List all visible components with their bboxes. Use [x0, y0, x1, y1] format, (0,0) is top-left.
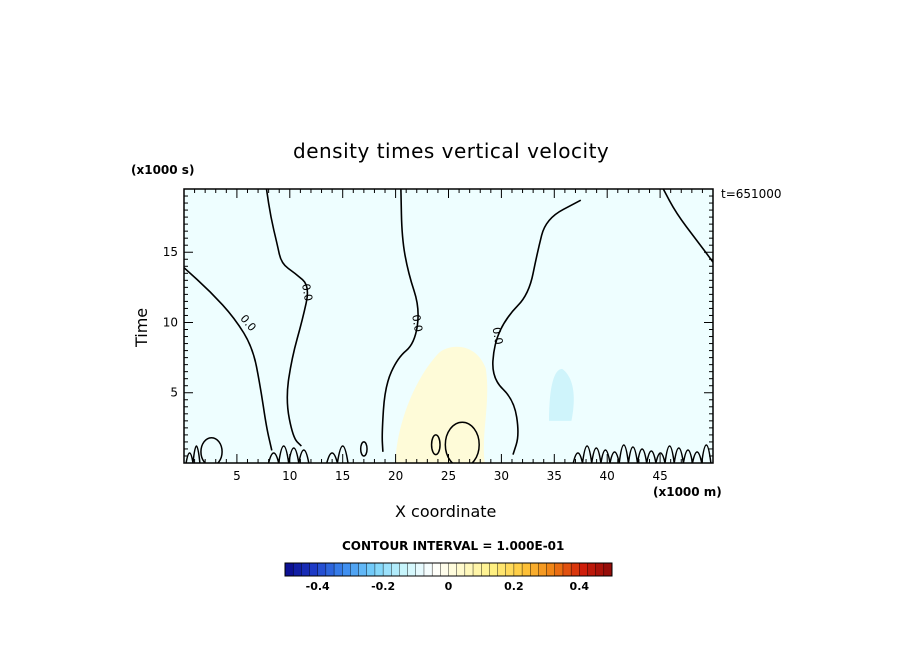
small-scale-contour — [267, 445, 310, 463]
colorbar-cell — [284, 562, 294, 577]
contour-label: 0.0 — [490, 326, 506, 345]
x-tick-label: 45 — [652, 469, 667, 483]
colorbar-cell — [570, 562, 580, 577]
small-scale-contour — [326, 445, 349, 463]
colorbar-cell — [382, 562, 392, 577]
closed-contour-ring-small-1 — [359, 441, 368, 457]
colorbar-tick-label: 0 — [445, 580, 453, 593]
time-stamp-label: t=651000 — [721, 187, 782, 201]
colorbar-cell — [358, 562, 368, 577]
y-tick-label: 5 — [170, 386, 178, 400]
colorbar-cell — [399, 562, 409, 577]
colorbar-cell — [342, 562, 351, 577]
colorbar-cell — [472, 562, 482, 577]
colorbar-cell — [554, 562, 564, 577]
colorbar-cell — [431, 562, 441, 577]
colorbar-frame — [284, 562, 613, 577]
colorbar-cell — [415, 562, 425, 577]
colorbar-cell — [292, 562, 302, 577]
colorbar-cell — [497, 562, 507, 577]
zero-contour-line — [265, 189, 309, 447]
zero-contour-line — [492, 199, 582, 455]
colorbar-tick-label: 0.4 — [570, 580, 590, 593]
colorbar-cell — [538, 562, 548, 577]
contour-interval-label: CONTOUR INTERVAL = 1.000E-01 — [342, 539, 565, 553]
colorbar-cell — [456, 562, 466, 577]
closed-contour-ring-mid — [444, 421, 480, 463]
colorbar-cell — [440, 562, 450, 577]
field-negative-patch — [549, 368, 574, 421]
zero-contour-line — [662, 189, 713, 263]
colorbar-cell — [521, 562, 531, 577]
colorbar-cell — [579, 562, 588, 577]
contour-label: 0.0 — [409, 314, 425, 333]
x-tick-label: 10 — [282, 469, 297, 483]
colorbar-cell — [301, 562, 311, 577]
colorbar-cell — [325, 562, 335, 577]
small-scale-contour — [185, 445, 201, 463]
x-tick-label: 30 — [494, 469, 509, 483]
colorbar-cell — [317, 562, 327, 577]
zero-contour-line — [381, 189, 419, 452]
x-tick-label: 25 — [441, 469, 456, 483]
colorbar-cell — [391, 562, 400, 577]
colorbar-tick-label: 0.2 — [504, 580, 524, 593]
closed-contour-ring-left — [200, 436, 223, 463]
x-tick-label: 35 — [547, 469, 562, 483]
x-axis-title: X coordinate — [395, 502, 497, 521]
colorbar-cell — [546, 562, 556, 577]
colorbar-cell — [374, 562, 384, 577]
colorbar-cell — [489, 562, 499, 577]
x-tick-label: 40 — [600, 469, 615, 483]
colorbar-cell — [309, 562, 319, 577]
colorbar-cell — [562, 562, 572, 577]
zero-contour-line — [184, 267, 273, 451]
colorbar-cell — [481, 562, 490, 577]
closed-contour-ring-small-2 — [430, 434, 441, 456]
colorbar-cell — [530, 562, 539, 577]
small-scale-contour — [572, 444, 712, 463]
colorbar-cell — [350, 562, 360, 577]
x-axis-unit-label: (x1000 m) — [653, 485, 722, 499]
field-positive-plume — [395, 346, 488, 463]
colorbar-cell — [513, 562, 523, 577]
colorbar-cell — [366, 562, 376, 577]
colorbar-cell — [333, 562, 343, 577]
colorbar-tick-label: -0.4 — [306, 580, 330, 593]
colorbar-cell — [448, 562, 458, 577]
colorbar-cell — [603, 562, 613, 577]
colorbar-cell — [587, 562, 597, 577]
x-tick-label: 5 — [233, 469, 241, 483]
y-tick-label: 15 — [163, 245, 178, 259]
x-tick-label: 20 — [388, 469, 403, 483]
contour-label: 0.0 — [299, 283, 315, 302]
colorbar-cell — [407, 562, 417, 577]
colorbar-cell — [423, 562, 433, 577]
x-tick-label: 15 — [335, 469, 350, 483]
y-tick-label: 10 — [163, 315, 178, 329]
y-axis-unit-label: (x1000 s) — [131, 163, 195, 177]
colorbar-cell — [464, 562, 474, 577]
colorbar-tick-label: -0.2 — [371, 580, 395, 593]
chart-title: density times vertical velocity — [293, 139, 610, 163]
colorbar-cell — [595, 562, 605, 577]
colorbar-cell — [505, 562, 515, 577]
